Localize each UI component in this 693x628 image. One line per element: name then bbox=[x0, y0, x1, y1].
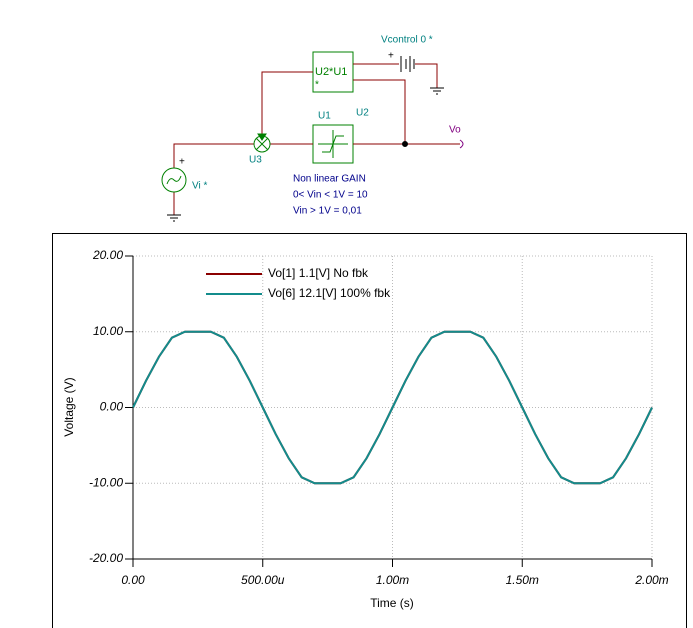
wire bbox=[173, 71, 313, 215]
y-tick-label: 20.00 bbox=[92, 248, 123, 262]
x-axis-label: Time (s) bbox=[370, 596, 414, 610]
label: Vcontrol 0 * bbox=[381, 35, 433, 46]
y-tick-label: 0.00 bbox=[100, 400, 124, 414]
label: U1 bbox=[318, 111, 331, 122]
summer-cross bbox=[255, 137, 269, 151]
gain-symbol bbox=[318, 130, 348, 158]
label: Non linear GAIN bbox=[293, 174, 366, 185]
y-tick-label: 10.00 bbox=[93, 324, 123, 338]
y-axis-label: Voltage (V) bbox=[62, 377, 76, 436]
label: Vi * bbox=[192, 181, 207, 192]
output-port bbox=[459, 139, 464, 149]
label: Vo bbox=[449, 125, 461, 136]
summer-input bbox=[257, 133, 267, 141]
x-tick-label: 1.00m bbox=[376, 573, 409, 587]
x-tick-label: 500.00u bbox=[241, 573, 285, 587]
x-tick-label: 2.00m bbox=[634, 573, 668, 587]
x-tick-label: 1.50m bbox=[506, 573, 539, 587]
legend-label: Vo[1] 1.1[V] No fbk bbox=[268, 266, 369, 280]
battery bbox=[400, 56, 415, 72]
label: 0< Vin < 1V = 10 bbox=[293, 190, 368, 201]
chart-frame bbox=[52, 233, 687, 628]
wire bbox=[353, 79, 460, 145]
x-tick-label: 0.00 bbox=[121, 573, 145, 587]
junction bbox=[402, 141, 408, 147]
schematic-labels: Vcontrol 0 * + U2*U1 * U1 U2 Vo U3 Vi * … bbox=[179, 35, 461, 217]
label: U3 bbox=[249, 155, 262, 166]
y-tick-label: -20.00 bbox=[89, 551, 123, 565]
series-line bbox=[132, 330, 653, 485]
label: U2*U1 bbox=[315, 66, 347, 78]
source-symbol bbox=[166, 175, 182, 185]
y-tick-label: -10.00 bbox=[89, 475, 123, 489]
label: Vin > 1V = 0,01 bbox=[293, 206, 362, 217]
ground bbox=[430, 87, 444, 95]
label: + bbox=[388, 51, 394, 62]
wire bbox=[353, 63, 438, 88]
ground bbox=[167, 214, 181, 222]
schematic bbox=[161, 51, 464, 222]
voltage-source bbox=[161, 167, 187, 193]
label: U2 bbox=[356, 108, 369, 119]
label: + bbox=[179, 157, 185, 168]
label: * bbox=[315, 80, 319, 91]
legend-label: Vo[6] 12.1[V] 100% fbk bbox=[268, 286, 391, 300]
